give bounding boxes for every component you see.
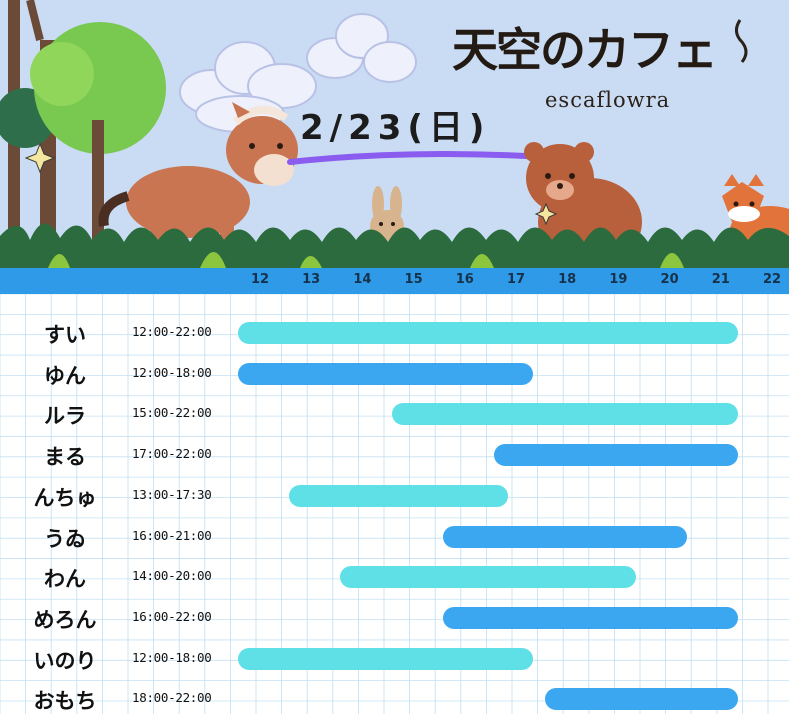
shift-bar (289, 484, 508, 507)
staff-name: いのり (33, 648, 97, 673)
tree-icon (0, 0, 166, 250)
sparkle-icon (24, 142, 56, 174)
shift-time: 12:00-18:00 (132, 364, 212, 380)
shift-time: 16:00-22:00 (132, 608, 212, 624)
shift-time: 18:00-22:00 (132, 690, 212, 706)
staff-name: まる (44, 445, 86, 470)
hour-label: 15 (404, 272, 423, 287)
sparkle-icon (534, 202, 558, 226)
hour-label: 12 (250, 272, 270, 287)
hour-label: 19 (609, 272, 628, 287)
staff-name: わん (44, 567, 86, 592)
shift-time: 13:00-17:30 (132, 486, 212, 502)
shift-bar (442, 525, 687, 548)
grass-icon (0, 223, 789, 268)
shift-bar (494, 444, 738, 467)
cafe-subtitle: escaflowra (545, 88, 671, 112)
hour-label: 17 (506, 272, 526, 287)
hour-label: 16 (455, 272, 474, 287)
hour-label: 18 (558, 272, 577, 287)
staff-name: うゐ (44, 526, 86, 551)
shift-bar (238, 322, 738, 344)
shift-bar (442, 606, 738, 629)
shift-bar (238, 362, 534, 385)
shift-bar (391, 403, 738, 426)
hour-label: 22 (762, 272, 782, 287)
shift-time: 15:00-22:00 (132, 405, 212, 421)
staff-name: んちゅ (33, 485, 97, 510)
shift-time: 14:00-20:00 (132, 568, 212, 584)
shift-bar (238, 647, 534, 670)
hour-label: 13 (302, 272, 321, 287)
cafe-title: 天空のカフェ (452, 23, 718, 77)
cloud-icon (306, 13, 417, 83)
shift-time: 16:00-21:00 (132, 527, 212, 543)
shift-bar (340, 566, 636, 589)
hour-label: 20 (660, 272, 679, 287)
hour-label: 14 (353, 272, 372, 287)
shift-time: 12:00-18:00 (132, 649, 212, 665)
staff-name: めろん (33, 607, 97, 632)
staff-name: おもち (33, 689, 97, 714)
rope-icon (287, 151, 529, 165)
schedule-date: 2/23(日) (300, 108, 491, 148)
staff-name: すい (44, 323, 86, 347)
staff-name: ゆん (44, 363, 86, 388)
steam-icon (735, 19, 748, 63)
staff-name: ルラ (44, 404, 86, 429)
grass-icon (48, 252, 684, 268)
shift-bar (545, 688, 738, 711)
shift-time: 17:00-22:00 (132, 446, 212, 462)
header-illustration (0, 0, 789, 268)
hour-header-band (0, 268, 789, 294)
hour-label: 21 (711, 272, 730, 287)
shift-time: 12:00-22:00 (132, 324, 212, 339)
